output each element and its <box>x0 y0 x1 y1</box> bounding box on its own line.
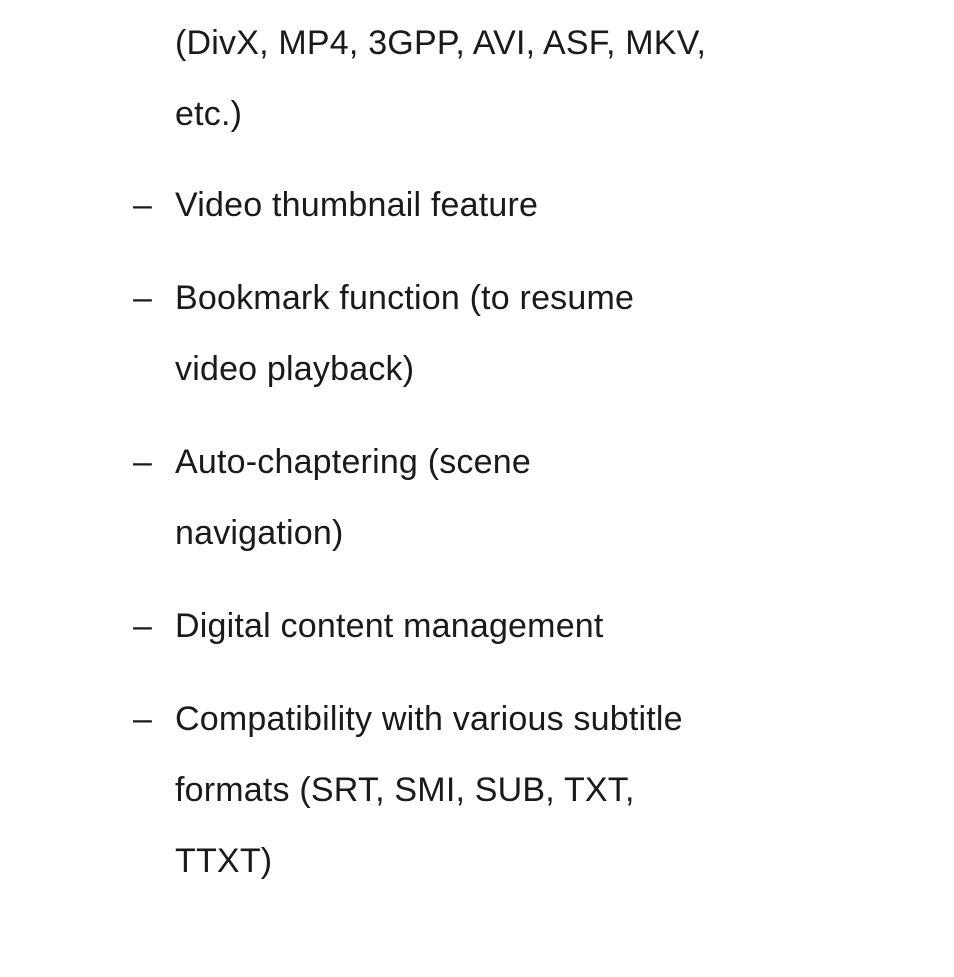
list-item: Digital content management <box>115 601 934 652</box>
list-item-line1: Video thumbnail feature <box>175 180 934 231</box>
continuation-line2: etc.) <box>175 89 934 140</box>
list-item-line2: video playback) <box>175 344 934 395</box>
list-item: Auto-chaptering (scene navigation) <box>115 437 934 559</box>
list-item: Compatibility with various subtitle form… <box>115 694 934 887</box>
list-item-line1: Auto-chaptering (scene <box>175 437 934 488</box>
list-item-line1: Bookmark function (to resume <box>175 273 934 324</box>
list-item: Video thumbnail feature <box>115 180 934 231</box>
list-item-line1: Compatibility with various subtitle <box>175 694 934 745</box>
list-item-line1: Digital content management <box>175 601 934 652</box>
continuation-text: (DivX, MP4, 3GPP, AVI, ASF, MKV, etc.) <box>175 18 934 140</box>
feature-list: Video thumbnail feature Bookmark functio… <box>115 180 934 887</box>
list-item-line2: formats (SRT, SMI, SUB, TXT, <box>175 765 934 816</box>
continuation-line1: (DivX, MP4, 3GPP, AVI, ASF, MKV, <box>175 18 934 69</box>
list-item-line3: TTXT) <box>175 836 934 887</box>
list-item-line2: navigation) <box>175 508 934 559</box>
list-item: Bookmark function (to resume video playb… <box>115 273 934 395</box>
